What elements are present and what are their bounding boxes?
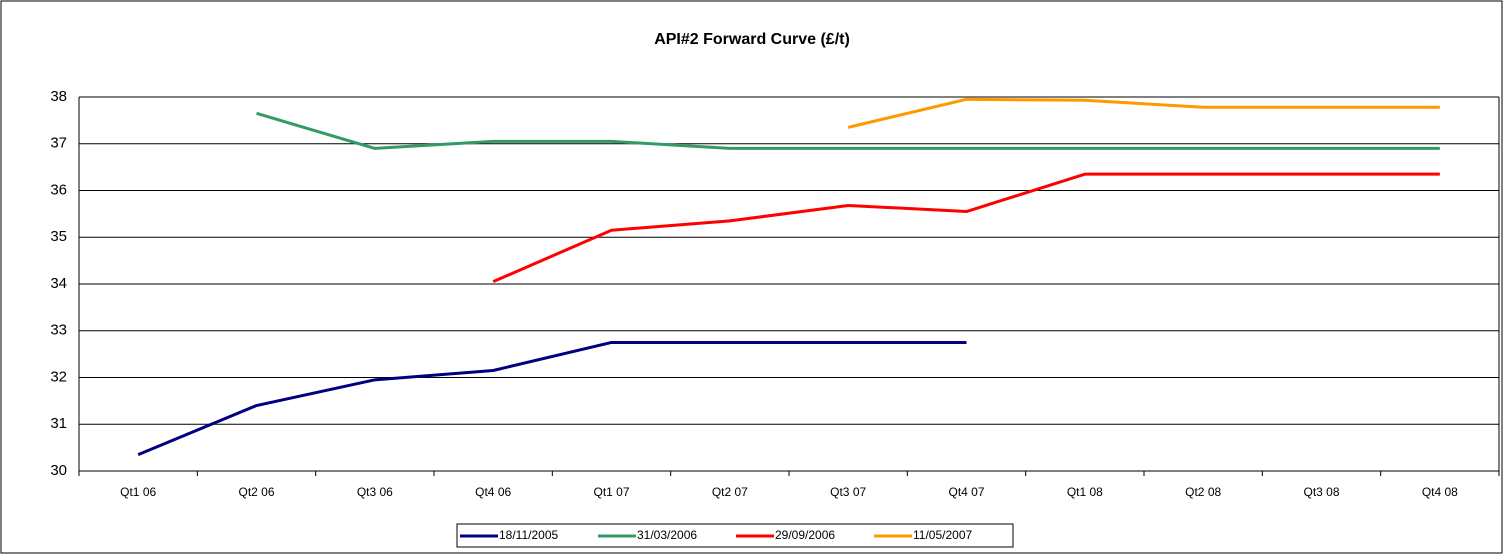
legend-label: 18/11/2005	[499, 528, 558, 542]
y-tick-label: 34	[50, 275, 67, 292]
x-tick-label: Qt2 06	[238, 485, 274, 499]
y-tick-label: 38	[50, 88, 67, 105]
x-tick-label: Qt1 06	[120, 485, 156, 499]
x-tick-label: Qt2 07	[712, 485, 748, 499]
series-line	[137, 340, 967, 457]
x-tick-label: Qt4 06	[475, 485, 511, 499]
x-tick-label: Qt4 08	[1422, 485, 1458, 499]
legend-label: 11/05/2007	[913, 528, 972, 542]
legend-label: 31/03/2006	[637, 528, 697, 542]
y-tick-label: 35	[50, 228, 67, 245]
legend-label: 29/09/2006	[775, 528, 835, 542]
x-tick-label: Qt3 08	[1303, 485, 1339, 499]
y-tick-label: 33	[50, 322, 67, 339]
y-tick-label: 32	[50, 368, 67, 385]
y-tick-label: 36	[50, 181, 67, 198]
x-tick-label: Qt1 08	[1067, 485, 1103, 499]
legend-box	[456, 523, 1014, 548]
x-tick-label: Qt1 07	[593, 485, 629, 499]
x-tick-label: Qt2 08	[1185, 485, 1221, 499]
y-tick-label: 30	[50, 462, 67, 479]
y-tick-label: 37	[50, 135, 67, 152]
series-line	[847, 97, 1440, 129]
series-line	[492, 172, 1440, 284]
x-tick-label: Qt3 06	[357, 485, 393, 499]
series-line	[256, 111, 1440, 150]
x-tick-label: Qt3 07	[830, 485, 866, 499]
chart-title: API#2 Forward Curve (£/t)	[654, 31, 850, 48]
x-tick-label: Qt4 07	[948, 485, 984, 499]
y-tick-label: 31	[50, 415, 67, 432]
